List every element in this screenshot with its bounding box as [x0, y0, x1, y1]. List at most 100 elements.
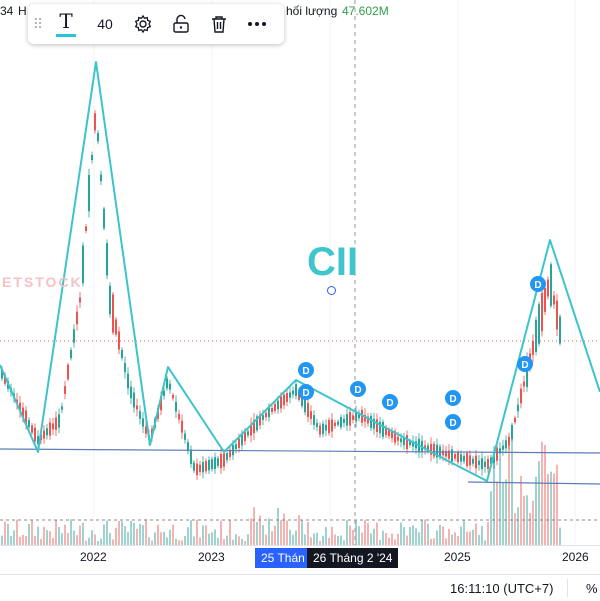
candle-body — [190, 449, 192, 464]
volume-bar — [433, 538, 435, 545]
candle-body — [541, 292, 543, 332]
volume-bar — [424, 519, 426, 545]
volume-bar — [265, 534, 267, 545]
candle-body — [253, 420, 255, 434]
volume-bar — [430, 538, 432, 545]
volume-bar — [163, 531, 165, 545]
candle-body — [115, 319, 117, 335]
volume-bar — [493, 459, 495, 545]
dividend-marker-label: D — [449, 418, 456, 429]
lock-open-icon[interactable] — [162, 4, 200, 44]
dividend-marker-label: D — [302, 388, 309, 399]
candle-body — [196, 463, 198, 476]
dividend-marker[interactable]: D — [517, 356, 533, 372]
volume-bar — [292, 534, 294, 545]
grip-icon[interactable]: ⠿ — [32, 15, 43, 32]
volume-bar — [400, 522, 402, 545]
percent-toggle[interactable]: % — [586, 581, 598, 596]
trash-icon[interactable] — [200, 4, 238, 44]
font-size-button[interactable]: 40 — [97, 16, 113, 32]
dividend-marker[interactable]: D — [445, 414, 461, 430]
watermark-logo: ETSTOCK — [2, 274, 83, 290]
volume-bar — [520, 475, 522, 545]
dividend-marker[interactable]: D — [298, 384, 314, 400]
candle-body — [292, 390, 294, 395]
clock-time[interactable]: 16:11:10 (UTC+7) — [450, 581, 554, 596]
volume-bar — [304, 534, 306, 545]
volume-bar — [544, 445, 546, 545]
volume-bar — [16, 519, 18, 545]
volume-bar — [52, 538, 54, 545]
volume-bar — [193, 536, 195, 545]
volume-bar — [454, 532, 456, 545]
text-anchor-handle[interactable] — [327, 286, 336, 295]
volume-bar — [199, 537, 201, 545]
candle-body — [184, 433, 186, 440]
candle-body — [340, 416, 342, 428]
volume-bar — [445, 538, 447, 545]
support-line-2[interactable] — [467, 481, 600, 485]
volume-bar — [511, 437, 513, 545]
candle-body — [322, 423, 324, 435]
volume-bar — [73, 530, 75, 545]
candle-body — [295, 384, 297, 396]
dividend-marker[interactable]: D — [530, 276, 546, 292]
dividend-marker[interactable]: D — [382, 394, 398, 410]
candle-body — [364, 414, 366, 422]
dividend-marker[interactable]: D — [298, 362, 314, 378]
candle-body — [400, 438, 402, 443]
zigzag-drawing[interactable] — [0, 61, 600, 482]
volume-bar — [382, 530, 384, 545]
x-label-2023: 2023 — [198, 550, 225, 564]
volume-bar — [358, 526, 360, 545]
candle-body — [43, 430, 45, 439]
volume-bar — [418, 532, 420, 545]
volume-bar — [76, 535, 78, 545]
gear-icon[interactable] — [124, 4, 162, 44]
candle-body — [316, 422, 318, 428]
candle-body — [553, 295, 555, 305]
support-trend-line[interactable] — [0, 448, 600, 454]
volume-bar — [268, 518, 270, 545]
time-axis[interactable]: 2022 2023 25 Thán 26 Tháng 2 '24 2025 20… — [0, 545, 600, 570]
volume-bar — [289, 529, 291, 545]
candle-body — [304, 397, 306, 413]
candle-body — [94, 113, 96, 131]
volume-bar — [31, 520, 33, 545]
price-prefix: 34 — [0, 4, 14, 18]
dividend-marker-label: D — [386, 398, 393, 409]
candle-body — [502, 445, 504, 450]
volume-bar — [82, 522, 84, 545]
candle-body — [331, 419, 333, 432]
volume-bar — [22, 534, 24, 545]
volume-bar — [145, 519, 147, 545]
more-icon[interactable] — [238, 4, 276, 44]
volume-bar — [541, 441, 543, 545]
candle-body — [517, 404, 519, 412]
volume-bar — [154, 532, 156, 545]
volume-bar — [127, 531, 129, 545]
candle-body — [391, 431, 393, 439]
volume-bar — [169, 529, 171, 545]
candle-body — [535, 319, 537, 353]
volume-bar — [367, 522, 369, 545]
candle-body — [139, 411, 141, 419]
volume-bar — [394, 539, 396, 545]
volume-bar — [229, 519, 231, 545]
text-color-indicator — [56, 34, 76, 37]
dividend-marker[interactable]: D — [445, 390, 461, 406]
text-icon[interactable]: T — [46, 4, 86, 44]
volume-bar — [448, 528, 450, 545]
volume-bar — [259, 515, 261, 545]
drawing-text-label[interactable]: CII — [307, 240, 359, 284]
dividend-marker-label: D — [521, 360, 528, 371]
candle-body — [262, 415, 264, 420]
candle-body — [334, 422, 336, 426]
dividend-marker[interactable]: D — [350, 381, 366, 397]
volume-bar — [349, 525, 351, 545]
candle-body — [478, 460, 480, 465]
candle-body — [313, 415, 315, 425]
candle-body — [277, 400, 279, 410]
